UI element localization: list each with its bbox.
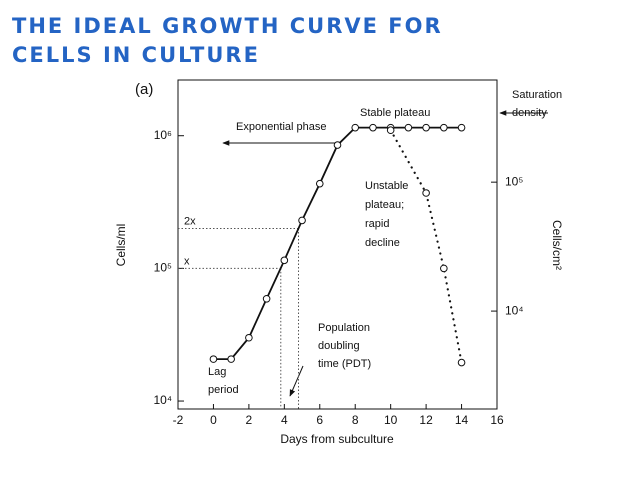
- y-tick-label: 10⁴: [153, 393, 172, 407]
- data-point: [209, 355, 218, 363]
- annotation: Exponential phase: [236, 121, 327, 133]
- data-point: [280, 256, 289, 265]
- annotation: Stable plateau: [360, 107, 430, 119]
- data-point: [457, 123, 466, 132]
- y2-tick-label: 10⁴: [505, 303, 524, 317]
- data-point: [369, 123, 377, 132]
- y-tick-label: 10⁶: [154, 128, 172, 142]
- data-point: [386, 126, 395, 135]
- annotation: rapid: [365, 218, 389, 230]
- x-tick-label: 6: [316, 413, 323, 427]
- data-point: [245, 333, 253, 342]
- data-point: [351, 123, 360, 132]
- x-tick-label: 0: [210, 413, 217, 427]
- data-point: [440, 123, 448, 132]
- series-line: [389, 129, 463, 364]
- y-axis-label: Cells/ml: [114, 224, 128, 267]
- x-tick-label: 10: [384, 413, 398, 427]
- arrow: [289, 365, 304, 397]
- data-point: [457, 358, 466, 367]
- data-point: [315, 179, 324, 188]
- data-point: [422, 189, 430, 197]
- y2-tick-label: 10⁵: [505, 174, 523, 188]
- x-tick-label: -2: [173, 413, 184, 427]
- slide-title: THE IDEAL GROWTH CURVE FOR CELLS IN CULT…: [12, 14, 443, 67]
- reference-label: 2x: [184, 215, 196, 227]
- x-tick-label: 16: [490, 413, 504, 427]
- data-point: [262, 294, 271, 303]
- x-tick-label: 2: [246, 413, 253, 427]
- data-point: [227, 355, 235, 363]
- y-tick-label: 10⁵: [154, 261, 172, 275]
- annotation: Population: [318, 322, 370, 334]
- annotation: Unstable: [365, 180, 408, 192]
- data-point: [422, 123, 430, 132]
- annotation: decline: [365, 237, 400, 249]
- x-tick-label: 8: [352, 413, 359, 427]
- x-tick-label: 4: [281, 413, 288, 427]
- annotation: time (PDT): [318, 358, 371, 370]
- plot-frame: [177, 79, 498, 410]
- data-point: [440, 264, 448, 273]
- data-point: [298, 216, 306, 225]
- panel-label: (a): [135, 81, 153, 98]
- annotation: doubling: [318, 340, 360, 352]
- annotation: period: [208, 384, 239, 396]
- annotation: Saturation: [512, 89, 562, 101]
- reference-label: x: [184, 255, 190, 267]
- annotation: Lag: [208, 366, 226, 378]
- data-point: [404, 123, 413, 132]
- annotation: plateau;: [365, 199, 404, 211]
- data-point: [333, 141, 342, 149]
- x-tick-label: 14: [455, 413, 469, 427]
- x-tick-label: 12: [419, 413, 433, 427]
- x-axis-label: Days from subculture: [280, 432, 394, 446]
- y2-axis-label: Cells/cm²: [550, 220, 564, 270]
